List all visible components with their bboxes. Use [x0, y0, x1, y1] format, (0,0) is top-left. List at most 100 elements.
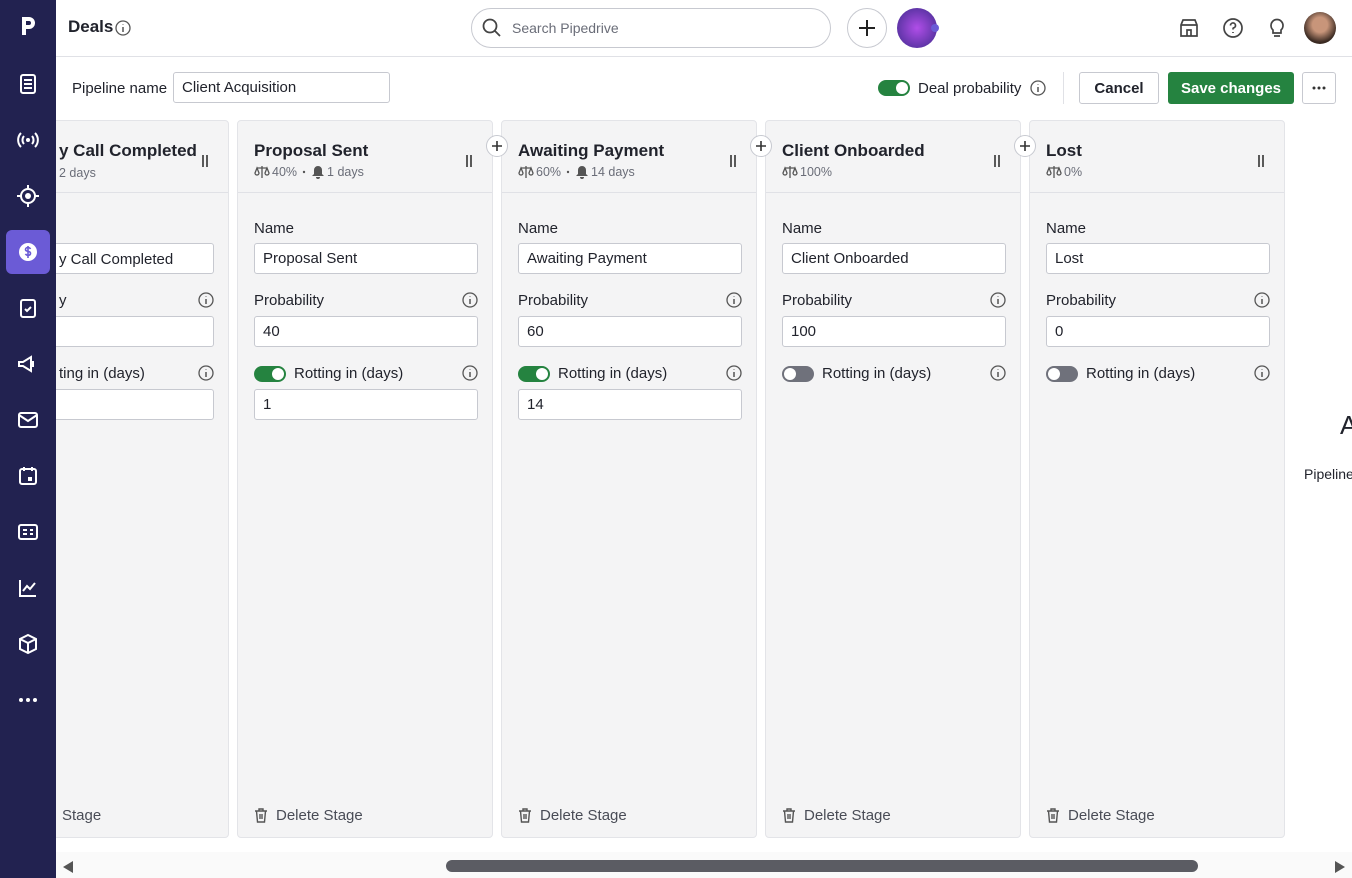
- scroll-thumb[interactable]: [446, 860, 1198, 872]
- add-stage-button[interactable]: [486, 135, 508, 157]
- top-bar: Deals Search Pipedrive: [56, 0, 1352, 57]
- rotting-toggle[interactable]: [782, 366, 814, 382]
- nav-contacts[interactable]: [16, 520, 40, 544]
- add-button[interactable]: [847, 8, 887, 48]
- nav-leads[interactable]: [16, 72, 40, 96]
- probability-input[interactable]: 40: [254, 316, 478, 347]
- probability-input[interactable]: 60: [518, 316, 742, 347]
- stage-name-value: y Call Completed: [59, 251, 174, 268]
- stage-title: Proposal Sent: [254, 141, 369, 160]
- stage-column: Proposal Sent 40% 1 days Name Proposal S…: [237, 120, 493, 838]
- save-button[interactable]: Save changes: [1168, 72, 1294, 104]
- delete-stage[interactable]: Delete Stage: [1046, 807, 1155, 824]
- nav-marketing[interactable]: [16, 352, 40, 376]
- stage-meta: 40% 1 days: [254, 165, 364, 179]
- divider: [502, 192, 756, 193]
- meta-separator: [566, 170, 570, 174]
- rotting-toggle[interactable]: [254, 366, 286, 382]
- drag-handle[interactable]: [992, 154, 1002, 168]
- stage-name-input[interactable]: Awaiting Payment: [518, 243, 742, 274]
- delete-stage[interactable]: Stage: [62, 807, 101, 824]
- nav-calendar[interactable]: [16, 464, 40, 488]
- more-button[interactable]: [1302, 72, 1336, 104]
- page-title: Deals: [68, 17, 114, 36]
- drag-handle[interactable]: [200, 154, 210, 168]
- stage-rotting-meta: 2 days: [59, 166, 96, 180]
- stage-title: y Call Completed: [59, 141, 197, 160]
- info-icon[interactable]: [462, 365, 478, 381]
- delete-stage[interactable]: Delete Stage: [782, 807, 891, 824]
- info-icon[interactable]: [990, 365, 1006, 381]
- separator: [1063, 72, 1064, 104]
- probability-label: Probability: [1046, 292, 1117, 309]
- rotting-toggle[interactable]: [518, 366, 550, 382]
- stage-column: Client Onboarded 100% Name Client Onboar…: [765, 120, 1021, 838]
- stage-name-input[interactable]: Proposal Sent: [254, 243, 478, 274]
- nav-products[interactable]: [16, 632, 40, 656]
- info-icon[interactable]: [1254, 365, 1270, 381]
- scrollbar: [56, 852, 1352, 878]
- nav-activities[interactable]: [16, 296, 40, 320]
- delete-label: Delete Stage: [1068, 807, 1155, 824]
- nav-mail[interactable]: [16, 408, 40, 432]
- delete-stage[interactable]: Delete Stage: [518, 807, 627, 824]
- pipeline-name-label: Pipeline name: [72, 80, 168, 97]
- pipeline-name-input[interactable]: Client Acquisition: [173, 72, 390, 103]
- help-icon[interactable]: [1222, 17, 1244, 39]
- info-icon[interactable]: [115, 20, 131, 36]
- cancel-button[interactable]: Cancel: [1079, 72, 1159, 104]
- info-icon[interactable]: [198, 292, 214, 308]
- stage-column: Awaiting Payment 60% 14 days Name Awaiti…: [501, 120, 757, 838]
- nav-insights[interactable]: [16, 576, 40, 600]
- info-icon[interactable]: [198, 365, 214, 381]
- tips-icon[interactable]: [1266, 17, 1288, 39]
- drag-handle[interactable]: [1256, 154, 1266, 168]
- probability-input[interactable]: 100: [782, 316, 1006, 347]
- rotting-toggle[interactable]: [1046, 366, 1078, 382]
- panel-heading: A: [1340, 410, 1352, 440]
- stage-name-input[interactable]: Lost: [1046, 243, 1270, 274]
- name-label: Name: [254, 220, 295, 237]
- nav-target[interactable]: [16, 184, 40, 208]
- search-icon: [482, 18, 501, 37]
- info-icon[interactable]: [1030, 80, 1046, 96]
- name-label: Name: [518, 220, 559, 237]
- nav-campaigns[interactable]: [16, 128, 40, 152]
- drag-handle[interactable]: [464, 154, 474, 168]
- probability-icon: [254, 166, 270, 178]
- nav-deals[interactable]: [16, 240, 40, 264]
- rotting-label: Rotting in (days): [1086, 365, 1196, 382]
- scroll-left[interactable]: [62, 860, 74, 874]
- rotting-input[interactable]: 14: [518, 389, 742, 420]
- stage-probability-meta: 0%: [1064, 165, 1083, 179]
- info-icon[interactable]: [462, 292, 478, 308]
- rotting-input[interactable]: 1: [254, 389, 478, 420]
- marketplace-icon[interactable]: [1178, 17, 1200, 39]
- search-box[interactable]: Search Pipedrive: [471, 8, 831, 48]
- probability-label: Probability: [782, 292, 853, 309]
- info-icon[interactable]: [726, 292, 742, 308]
- sidebar: [0, 0, 56, 878]
- probability-input[interactable]: 0: [1046, 316, 1270, 347]
- name-label: Name: [782, 220, 823, 237]
- trash-icon: [1047, 808, 1059, 823]
- divider: [1030, 192, 1284, 193]
- delete-label: Delete Stage: [276, 807, 363, 824]
- info-icon[interactable]: [1254, 292, 1270, 308]
- ai-button[interactable]: [897, 8, 937, 48]
- scroll-right[interactable]: [1334, 860, 1346, 874]
- add-stage-button[interactable]: [750, 135, 772, 157]
- trash-icon: [255, 808, 267, 823]
- add-stage-button[interactable]: [1014, 135, 1036, 157]
- deal-probability-toggle[interactable]: [878, 80, 910, 96]
- nav-more[interactable]: [16, 688, 40, 712]
- stage-rotting-meta: 14 days: [591, 165, 635, 179]
- delete-stage[interactable]: Delete Stage: [254, 807, 363, 824]
- info-icon[interactable]: [990, 292, 1006, 308]
- divider: [238, 192, 492, 193]
- search-placeholder: Search Pipedrive: [512, 20, 619, 36]
- stage-name-input[interactable]: Client Onboarded: [782, 243, 1006, 274]
- drag-handle[interactable]: [728, 154, 738, 168]
- avatar[interactable]: [1304, 12, 1336, 44]
- info-icon[interactable]: [726, 365, 742, 381]
